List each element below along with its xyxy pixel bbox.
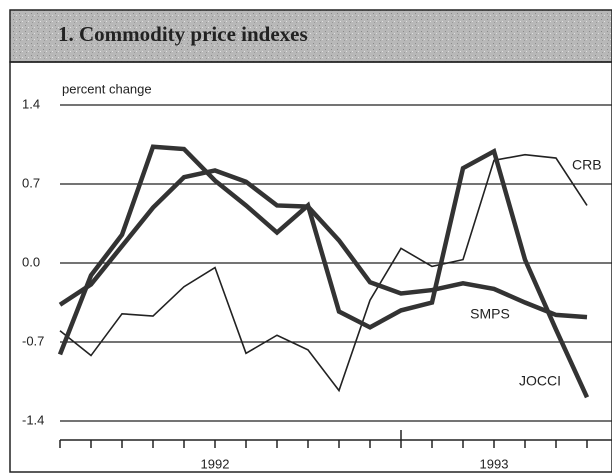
series-line xyxy=(58,168,588,320)
series-label: JOCCI xyxy=(519,373,561,389)
y-tick-label: -1.4 xyxy=(22,412,44,427)
chart-title: 1. Commodity price indexes xyxy=(58,22,308,46)
y-tick-label: 0.0 xyxy=(22,254,40,269)
y-tick-label: 0.7 xyxy=(22,175,40,190)
series-line xyxy=(59,153,588,393)
y-tick-label: -0.7 xyxy=(22,333,44,348)
frame xyxy=(9,61,612,473)
series-label: SMPS xyxy=(470,306,510,322)
header-band xyxy=(9,9,612,63)
y-axis-label: percent change xyxy=(62,81,152,96)
x-tick-label: 1992 xyxy=(201,456,230,471)
x-tick-label: 1993 xyxy=(480,456,509,471)
y-tick-label: 1.4 xyxy=(22,96,40,111)
series-label: CRB xyxy=(572,157,602,173)
series-line xyxy=(57,144,590,399)
